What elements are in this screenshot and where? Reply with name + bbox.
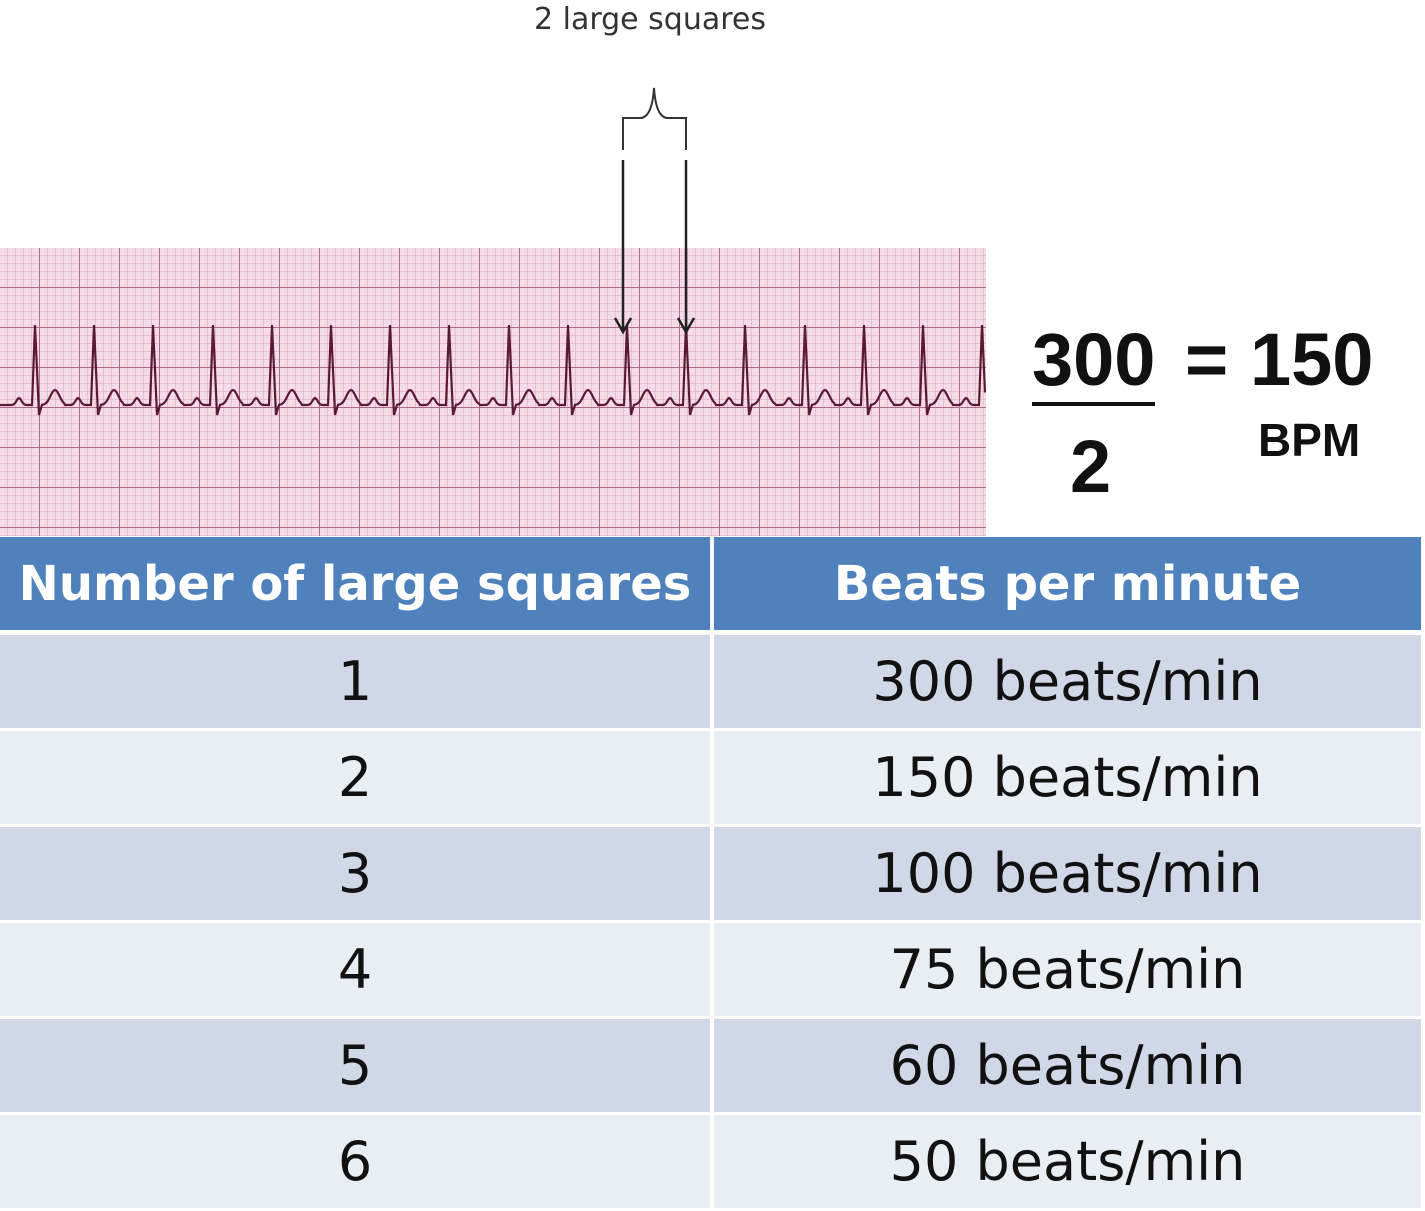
table-cell: 3: [0, 825, 714, 923]
ecg-grid: [0, 248, 986, 536]
header-row: Number of large squares Beats per minute: [0, 537, 1425, 635]
ecg-trace: [0, 324, 987, 416]
header-cell: Number of large squares: [0, 537, 714, 635]
table-cell: 6: [0, 1113, 714, 1211]
table-row: 4 75 beats/min: [0, 921, 1425, 1019]
annotation: 2 large squares: [533, 2, 767, 37]
table-cell: 75 beats/min: [712, 921, 1425, 1019]
header-cell: Beats per minute: [712, 537, 1425, 635]
table-cell: 1: [0, 632, 714, 731]
table-cell: 100 beats/min: [712, 825, 1425, 923]
table-row: 6 50 beats/min: [0, 1113, 1425, 1211]
formula-unit: BPM: [1258, 414, 1361, 466]
arrowheads: [613, 317, 696, 335]
rate-table: Number of large squares Beats per minute…: [0, 537, 1425, 1211]
table-cell: 5: [0, 1017, 714, 1115]
formula-equals: =: [1185, 318, 1229, 401]
table-cell: 4: [0, 921, 714, 1019]
table-row: 3 100 beats/min: [0, 825, 1425, 923]
table-cell: 60 beats/min: [712, 1017, 1425, 1115]
formula-result: 150: [1250, 318, 1374, 401]
table-row: 2 150 beats/min: [0, 729, 1425, 827]
table-row: 1 300 beats/min: [0, 632, 1425, 731]
table-row: 5 60 beats/min: [0, 1017, 1425, 1115]
formula-numerator: 300: [1032, 318, 1156, 406]
table-cell: 150 beats/min: [712, 729, 1425, 827]
table-cell: 2: [0, 729, 714, 827]
table-cell: 50 beats/min: [712, 1113, 1425, 1211]
formula-denominator: 2: [1070, 425, 1112, 508]
ecg-figure: [0, 87, 987, 536]
table-cell: 300 beats/min: [712, 632, 1425, 731]
brace: [622, 87, 687, 150]
